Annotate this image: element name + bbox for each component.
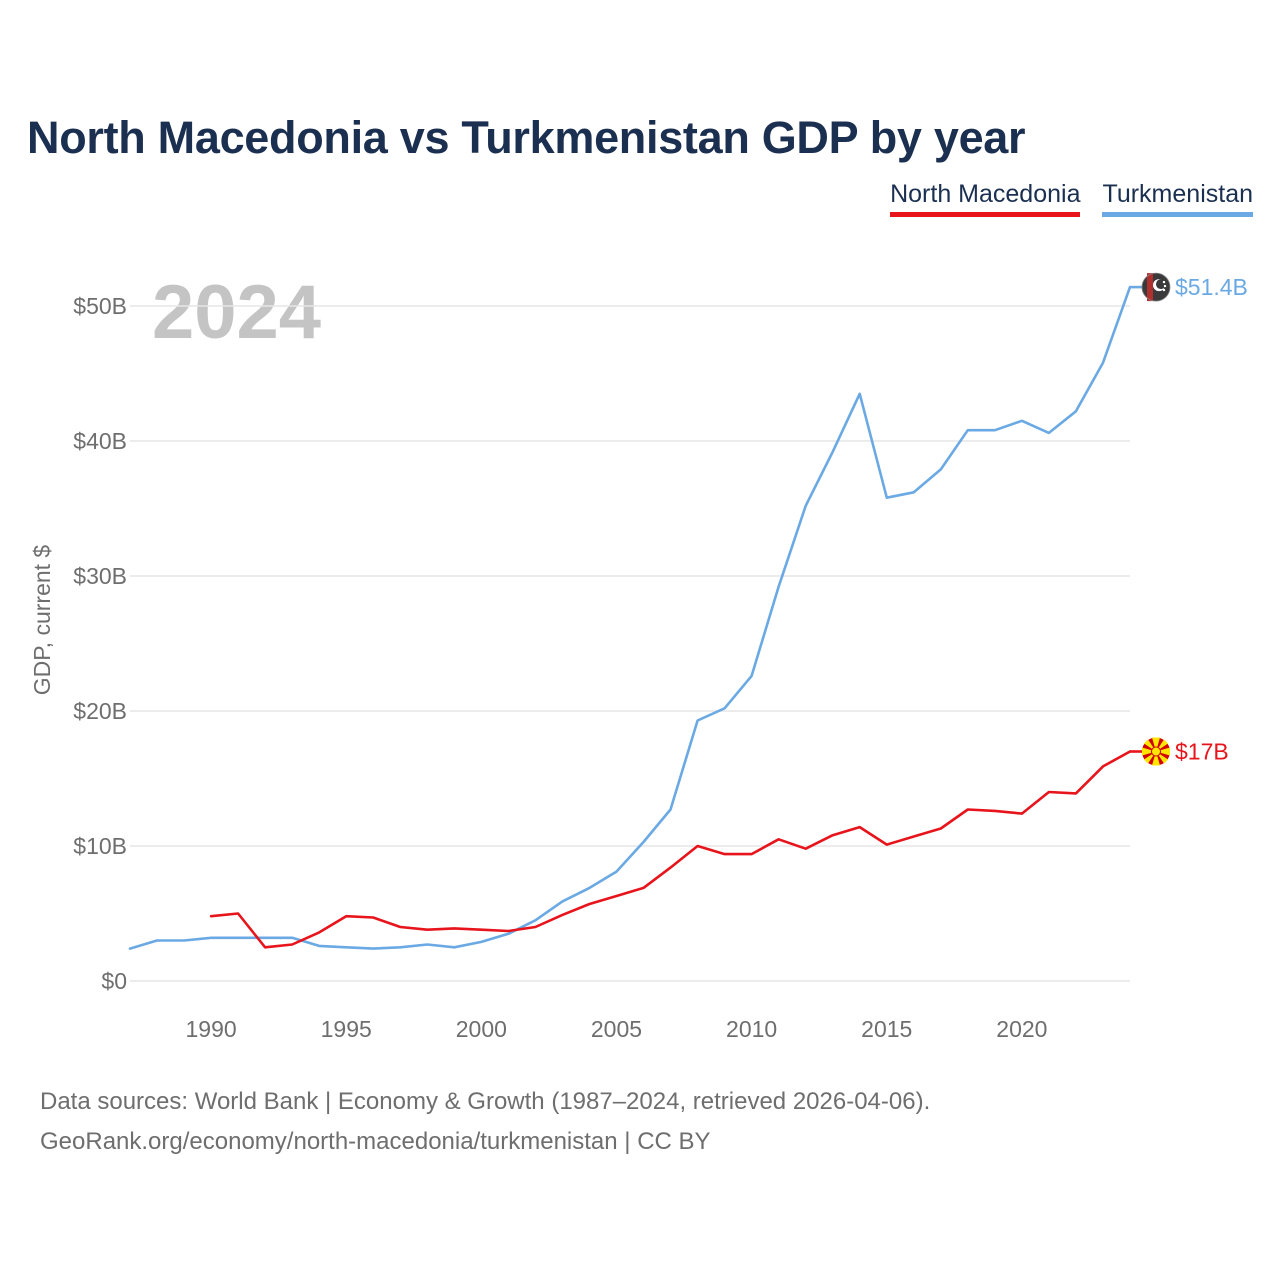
x-tick-label: 1990 — [185, 1016, 236, 1042]
legend-item-north-macedonia[interactable]: North Macedonia — [890, 180, 1081, 217]
y-tick-label: $50B — [73, 293, 127, 319]
series-group: $51.4B $17B — [128, 274, 1248, 950]
x-tick-label: 2020 — [996, 1016, 1047, 1042]
end-value-label-north-macedonia: $17B — [1175, 739, 1229, 765]
turkmenistan-flag-icon — [1141, 272, 1171, 302]
footer: Data sources: World Bank | Economy & Gro… — [40, 1082, 930, 1162]
y-axis: $0 $10B $20B $30B $40B $50B — [73, 293, 127, 994]
x-tick-label: 2010 — [726, 1016, 777, 1042]
north-macedonia-flag-icon — [1142, 737, 1170, 766]
x-tick-label: 2005 — [591, 1016, 642, 1042]
legend: North Macedonia Turkmenistan — [890, 180, 1253, 217]
y-tick-label: $20B — [73, 698, 127, 724]
y-tick-label: $10B — [73, 833, 127, 859]
x-tick-label: 2015 — [861, 1016, 912, 1042]
grid — [130, 305, 1130, 982]
chart-title: North Macedonia vs Turkmenistan GDP by y… — [27, 112, 1026, 163]
x-tick-label: 2000 — [456, 1016, 507, 1042]
y-axis-label: GDP, current $ — [29, 545, 55, 696]
series-line-north-macedonia[interactable] — [209, 750, 1132, 949]
year-label: 2024 — [152, 270, 321, 355]
end-markers — [1141, 272, 1171, 766]
attribution-text: GeoRank.org/economy/north-macedonia/turk… — [40, 1128, 711, 1155]
series-line-turkmenistan[interactable] — [128, 285, 1132, 950]
y-tick-label: $30B — [73, 563, 127, 589]
y-tick-label: $40B — [73, 428, 127, 454]
legend-item-turkmenistan[interactable]: Turkmenistan — [1102, 180, 1253, 217]
end-value-label-turkmenistan: $51.4B — [1175, 274, 1248, 300]
x-tick-label: 1995 — [321, 1016, 372, 1042]
x-axis: 1990 1995 2000 2005 2010 2015 2020 — [185, 1016, 1047, 1042]
data-source-text: Data sources: World Bank | Economy & Gro… — [40, 1088, 931, 1115]
y-tick-label: $0 — [101, 968, 127, 994]
